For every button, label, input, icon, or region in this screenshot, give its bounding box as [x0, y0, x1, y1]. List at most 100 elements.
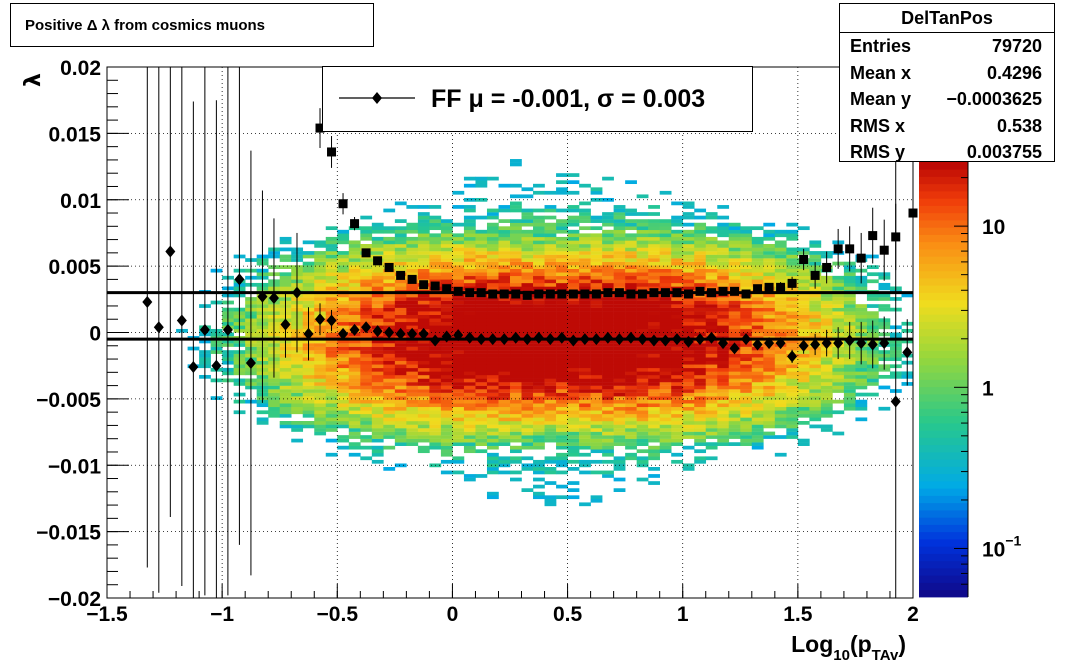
heatmap-cell: [751, 261, 764, 266]
heatmap-cell: [648, 325, 660, 330]
heatmap-cell: [544, 389, 557, 393]
heatmap-cell: [463, 428, 476, 432]
heatmap-cell: [521, 261, 534, 266]
heatmap-cell: [602, 403, 614, 408]
heatmap-cell: [602, 304, 614, 308]
heatmap-cell: [579, 403, 591, 408]
heatmap-cell: [440, 364, 453, 369]
heatmap-cell: [279, 279, 292, 284]
heatmap-cell: [843, 364, 856, 369]
heatmap-cell: [394, 435, 407, 439]
heatmap-cell: [371, 392, 384, 397]
heatmap-cell: [394, 406, 407, 411]
heatmap-cell: [475, 389, 488, 393]
heatmap-cell: [429, 304, 442, 308]
heatmap-cell: [371, 371, 384, 376]
heatmap-cell: [659, 321, 672, 326]
heatmap-cell: [533, 389, 545, 393]
heatmap-cell: [728, 428, 741, 432]
colorbar-segment: [919, 191, 968, 199]
heatmap-cell: [486, 268, 499, 273]
heatmap-cell: [613, 367, 626, 372]
heatmap-cell: [567, 452, 580, 457]
heatmap-cell: [279, 360, 292, 365]
y-tick-label: 0.01: [60, 190, 101, 213]
heatmap-cell: [763, 364, 776, 369]
heatmap-cell: [763, 233, 776, 238]
heatmap-cell: [440, 374, 453, 379]
heatmap-cell: [809, 385, 822, 390]
heatmap-cell: [394, 314, 407, 319]
x-axis-label-end: ): [898, 631, 906, 657]
heatmap-cell: [325, 282, 338, 287]
heatmap-cell: [302, 403, 315, 408]
heatmap-cell: [579, 321, 591, 326]
heatmap-cell: [325, 350, 338, 354]
heatmap-cell: [648, 219, 660, 223]
heatmap-cell: [774, 367, 787, 372]
heatmap-cell: [417, 339, 430, 344]
heatmap-cell: [279, 272, 292, 277]
heatmap-cell: [337, 282, 350, 287]
heatmap-cell: [751, 396, 764, 400]
heatmap-cell: [429, 258, 442, 262]
heatmap-cell: [486, 445, 499, 450]
heatmap-cell: [544, 353, 557, 358]
data-point-diamond: [487, 333, 498, 346]
heatmap-cell: [533, 491, 545, 496]
heatmap-cell: [429, 364, 442, 369]
heatmap-cell: [360, 392, 373, 397]
heatmap-cell: [337, 389, 350, 393]
heatmap-cell: [579, 459, 591, 464]
heatmap-cell: [567, 467, 580, 471]
heatmap-cell: [463, 421, 476, 425]
heatmap-cell: [648, 424, 660, 429]
heatmap-cell: [567, 360, 580, 365]
heatmap-cell: [590, 371, 603, 376]
data-point-diamond: [833, 337, 844, 350]
heatmap-cell: [579, 389, 591, 393]
heatmap-cell: [567, 413, 580, 418]
heatmap-cell: [394, 282, 407, 287]
heatmap-cell: [774, 258, 787, 262]
heatmap-cell: [521, 187, 534, 192]
heatmap-cell: [671, 240, 684, 245]
data-point-square: [338, 199, 348, 209]
heatmap-cell: [486, 438, 499, 443]
data-point-square: [614, 288, 624, 298]
heatmap-cell: [325, 417, 338, 422]
heatmap-cell: [556, 229, 568, 234]
heatmap-cell: [533, 258, 545, 262]
heatmap-cell: [475, 328, 488, 333]
heatmap-cell: [521, 428, 534, 432]
heatmap-cell: [521, 268, 534, 273]
heatmap-cell: [521, 396, 534, 400]
heatmap-cell: [486, 265, 499, 269]
heatmap-cell: [636, 286, 649, 291]
heatmap-cell: [406, 268, 419, 273]
heatmap-cell: [774, 413, 787, 418]
heatmap-cell: [440, 247, 453, 252]
heatmap-cell: [452, 367, 465, 372]
heatmap-cell: [901, 293, 914, 298]
heatmap-cell: [659, 431, 672, 436]
heatmap-cell: [394, 233, 407, 238]
heatmap-cell: [751, 410, 764, 415]
heatmap-cell: [797, 392, 810, 397]
heatmap-cell: [510, 325, 522, 330]
heatmap-cell: [544, 297, 557, 301]
heatmap-cell: [809, 244, 822, 248]
heatmap-cell: [820, 385, 833, 390]
heatmap-cell: [348, 346, 361, 351]
heatmap-cell: [556, 275, 568, 280]
heatmap-cell: [429, 325, 442, 330]
heatmap-cell: [429, 438, 442, 443]
heatmap-cell: [429, 421, 442, 425]
colorbar-segment: [919, 553, 968, 562]
heatmap-cell: [705, 399, 718, 404]
heatmap-cell: [544, 410, 557, 415]
heatmap-cell: [486, 396, 499, 400]
heatmap-cell: [360, 258, 373, 262]
heatmap-cell: [302, 371, 315, 376]
heatmap-cell: [820, 360, 833, 365]
